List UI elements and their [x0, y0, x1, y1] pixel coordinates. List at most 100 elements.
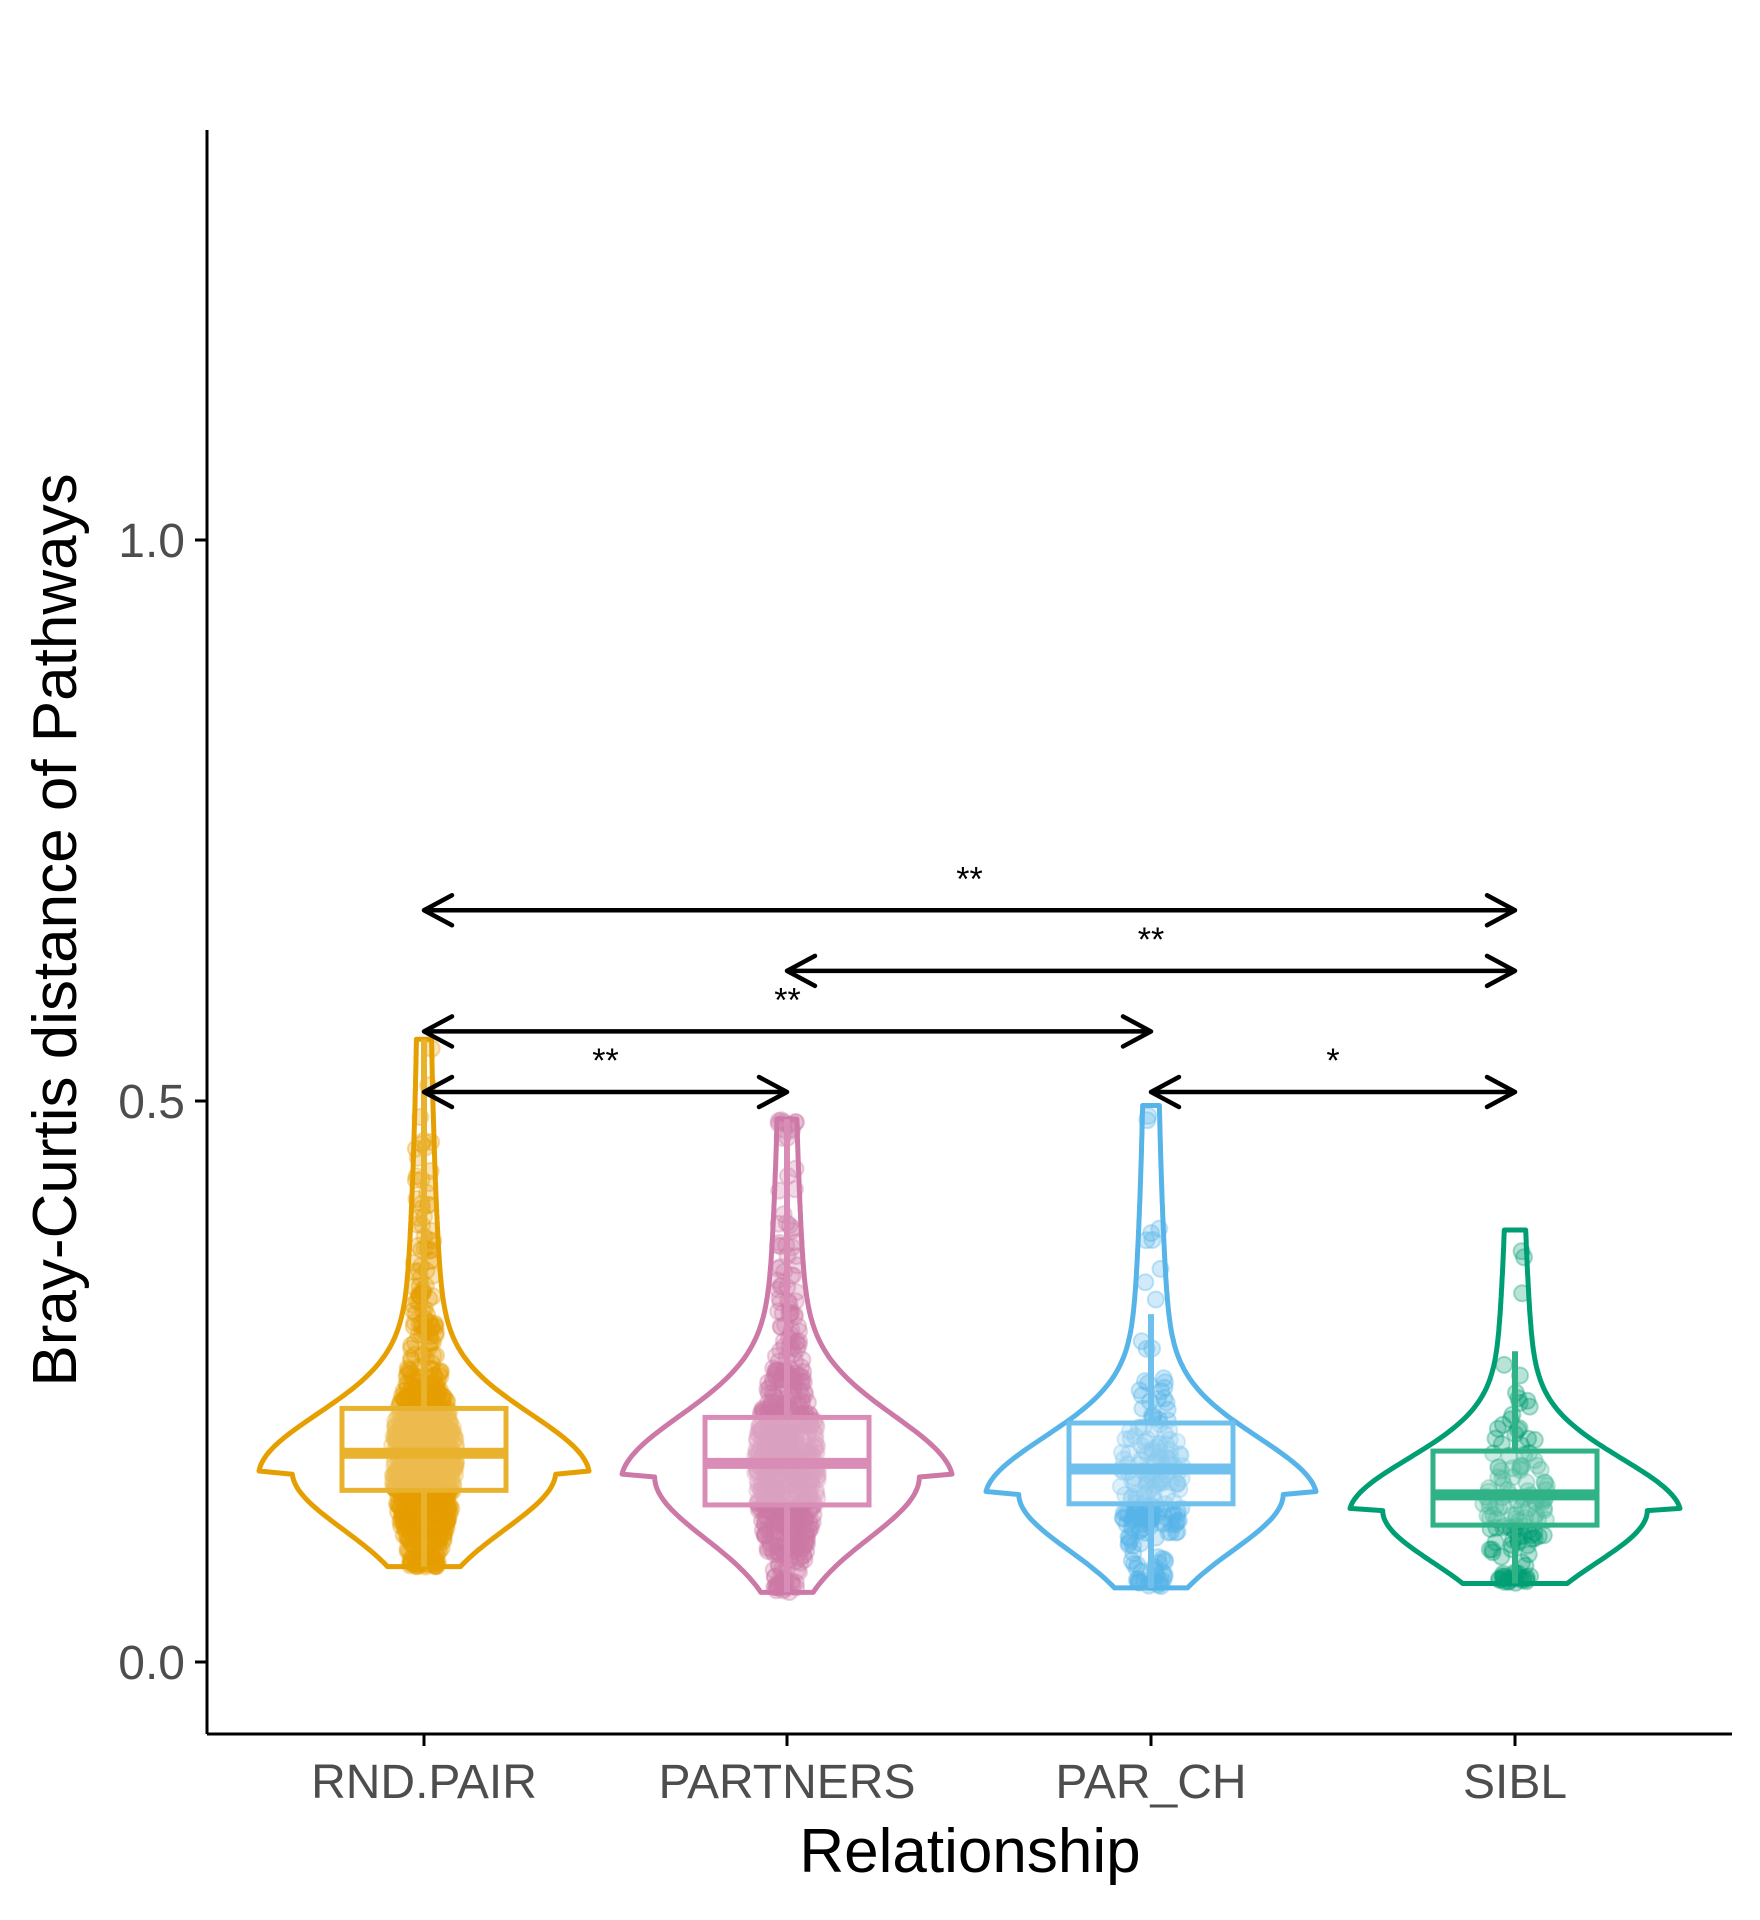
data-point — [780, 1425, 799, 1443]
data-point — [397, 1388, 416, 1407]
data-point — [387, 1429, 406, 1448]
data-point — [790, 1519, 809, 1538]
data-point — [437, 1468, 456, 1486]
data-point — [397, 1514, 416, 1533]
data-point — [399, 1361, 418, 1380]
data-point — [411, 1464, 430, 1483]
data-point — [439, 1420, 458, 1439]
data-point — [434, 1387, 452, 1405]
data-point — [1486, 1429, 1505, 1448]
data-point — [760, 1379, 779, 1398]
data-point — [385, 1429, 404, 1448]
data-point — [760, 1532, 779, 1551]
data-point — [427, 1509, 446, 1528]
data-point — [796, 1469, 815, 1488]
data-point — [391, 1512, 410, 1531]
data-point — [425, 1423, 444, 1442]
data-point — [752, 1479, 771, 1498]
data-point — [1143, 1231, 1162, 1249]
data-point — [794, 1545, 813, 1564]
data-point — [426, 1382, 445, 1401]
data-point — [386, 1411, 405, 1430]
data-point — [415, 1416, 434, 1434]
data-point — [799, 1422, 818, 1441]
data-point — [441, 1425, 459, 1444]
data-point — [755, 1525, 774, 1544]
data-point — [747, 1431, 766, 1450]
data-point — [757, 1507, 776, 1526]
data-point — [438, 1512, 457, 1531]
data-point — [428, 1467, 447, 1485]
data-point — [429, 1538, 448, 1557]
data-point — [792, 1375, 811, 1394]
data-point — [435, 1524, 454, 1543]
data-point — [1130, 1381, 1149, 1400]
data-point — [766, 1364, 785, 1383]
data-point — [1150, 1434, 1169, 1453]
data-point — [402, 1339, 421, 1358]
data-point — [748, 1429, 767, 1448]
data-point — [798, 1527, 816, 1546]
data-point — [432, 1525, 451, 1544]
data-point — [406, 1470, 425, 1489]
data-point — [400, 1508, 419, 1527]
data-point — [434, 1461, 453, 1480]
data-point — [796, 1532, 815, 1551]
data-point — [425, 1316, 444, 1335]
data-point — [1520, 1397, 1539, 1416]
data-point — [393, 1504, 412, 1523]
data-point — [779, 1470, 798, 1488]
data-point — [397, 1519, 416, 1538]
data-point — [790, 1332, 809, 1351]
data-point — [385, 1466, 404, 1485]
data-point — [755, 1439, 774, 1458]
data-point — [384, 1427, 403, 1446]
data-point — [1137, 1476, 1156, 1494]
data-point — [753, 1423, 772, 1442]
data-point — [800, 1485, 819, 1503]
data-point — [402, 1508, 420, 1527]
data-point — [384, 1465, 403, 1484]
data-point — [1495, 1355, 1514, 1374]
box-iqr — [1066, 1420, 1236, 1507]
data-point — [806, 1439, 825, 1458]
data-point — [430, 1364, 449, 1383]
data-point — [1157, 1393, 1176, 1412]
data-point — [1125, 1507, 1144, 1525]
data-point — [395, 1516, 414, 1535]
data-point — [429, 1518, 448, 1537]
data-point — [1124, 1536, 1143, 1555]
data-point — [793, 1539, 812, 1558]
data-point — [789, 1533, 808, 1551]
data-point — [419, 1415, 438, 1433]
data-point — [775, 1482, 793, 1501]
data-point — [396, 1410, 415, 1429]
data-point — [414, 1425, 433, 1444]
data-point — [779, 1430, 798, 1448]
data-point — [441, 1459, 460, 1478]
data-point — [1493, 1415, 1512, 1434]
data-point — [795, 1535, 814, 1554]
data-point — [806, 1425, 825, 1444]
data-point — [1159, 1523, 1178, 1542]
data-point — [434, 1417, 452, 1435]
data-point — [795, 1480, 814, 1499]
data-point — [429, 1494, 448, 1513]
data-point — [800, 1522, 818, 1541]
data-point — [769, 1573, 788, 1592]
data-point — [423, 1419, 442, 1438]
data-point — [1503, 1468, 1522, 1487]
data-point — [417, 1418, 436, 1437]
data-point — [394, 1428, 413, 1447]
data-point — [789, 1469, 808, 1488]
data-point — [440, 1426, 459, 1445]
data-point — [420, 1470, 439, 1489]
data-point — [1535, 1501, 1554, 1520]
data-point — [1171, 1446, 1190, 1465]
data-point — [398, 1430, 417, 1449]
data-point — [791, 1513, 810, 1532]
data-point — [430, 1501, 449, 1520]
data-point — [760, 1397, 779, 1416]
data-point — [756, 1484, 775, 1503]
